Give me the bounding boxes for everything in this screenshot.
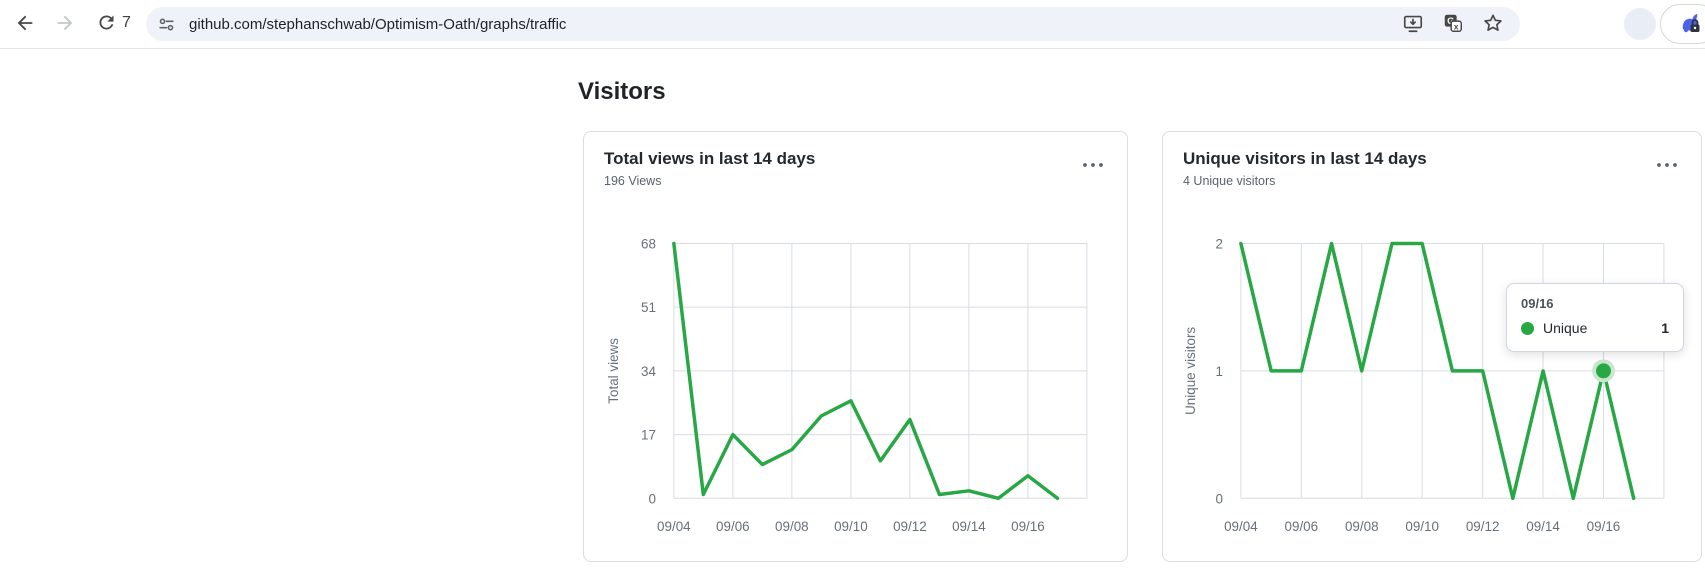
chart-tooltip: 09/16 Unique 1 xyxy=(1506,283,1684,352)
svg-text:09/16: 09/16 xyxy=(1587,519,1621,534)
reload-button[interactable] xyxy=(93,11,119,37)
svg-text:09/04: 09/04 xyxy=(657,519,691,534)
card-menu-button[interactable] xyxy=(1653,154,1681,172)
hovered-point-marker xyxy=(1592,359,1615,383)
forward-button[interactable] xyxy=(52,11,78,37)
bookmark-star-button[interactable] xyxy=(1480,11,1506,37)
card-title: Unique visitors in last 14 days xyxy=(1183,149,1427,168)
svg-text:2: 2 xyxy=(1216,236,1223,251)
svg-text:x: x xyxy=(1454,22,1459,31)
url-text[interactable]: github.com/stephanschwab/Optimism-Oath/g… xyxy=(189,15,567,33)
tooltip-date: 09/16 xyxy=(1521,296,1554,311)
url-bar[interactable]: github.com/stephanschwab/Optimism-Oath/g… xyxy=(146,7,1520,41)
svg-text:Unique visitors: Unique visitors xyxy=(1183,327,1198,415)
svg-text:09/08: 09/08 xyxy=(775,519,809,534)
kebab-horizontal-icon xyxy=(1656,156,1678,171)
kebab-horizontal-icon xyxy=(1082,156,1104,171)
install-app-icon xyxy=(1402,12,1424,37)
card-subtitle: 196 Views xyxy=(604,174,662,188)
svg-text:09/04: 09/04 xyxy=(1224,519,1258,534)
browser-toolbar: 7 github.com/stephanschwab/Optimism-Oath… xyxy=(0,0,1705,49)
svg-text:09/08: 09/08 xyxy=(1345,519,1379,534)
back-arrow-icon xyxy=(14,12,36,37)
svg-text:0: 0 xyxy=(1216,491,1223,506)
svg-text:09/14: 09/14 xyxy=(952,519,986,534)
svg-text:09/10: 09/10 xyxy=(834,519,868,534)
back-button[interactable] xyxy=(12,11,38,37)
unique-visitors-card: 0 1 2 09/04 09/06 09/08 09/10 09/12 09/14 09/16 Un… xyxy=(1162,131,1702,562)
total-views-chart[interactable]: 0 17 34 51 68 09/04 09/06 09/08 09/10 09/12 09/14 0… xyxy=(584,132,1127,561)
svg-text:09/06: 09/06 xyxy=(1285,519,1319,534)
bookmark-star-icon xyxy=(1482,12,1504,37)
card-menu-button[interactable] xyxy=(1079,154,1107,172)
card-title: Total views in last 14 days xyxy=(604,149,816,168)
forward-arrow-icon xyxy=(54,12,76,37)
svg-text:G: G xyxy=(1447,15,1454,25)
reload-icon xyxy=(96,12,117,36)
svg-text:09/16: 09/16 xyxy=(1011,519,1045,534)
svg-text:09/14: 09/14 xyxy=(1526,519,1560,534)
tooltip-series-label: Unique xyxy=(1543,320,1588,336)
svg-text:1: 1 xyxy=(1216,364,1223,379)
svg-text:51: 51 xyxy=(641,300,656,315)
page-title: Visitors xyxy=(578,78,666,105)
svg-text:09/10: 09/10 xyxy=(1405,519,1439,534)
card-subtitle: 4 Unique visitors xyxy=(1183,174,1276,188)
unique-visitors-chart[interactable]: 0 1 2 09/04 09/06 09/08 09/10 09/12 09/14 09/16 Un… xyxy=(1163,132,1701,561)
series-dot-icon xyxy=(1521,321,1534,335)
svg-text:09/06: 09/06 xyxy=(716,519,750,534)
toolbar-counter: 7 xyxy=(122,14,131,31)
install-app-button[interactable] xyxy=(1400,11,1426,37)
svg-text:34: 34 xyxy=(641,364,656,379)
translate-button[interactable]: G x xyxy=(1440,11,1466,37)
translate-icon: G x xyxy=(1442,12,1464,37)
svg-text:Total views: Total views xyxy=(606,338,621,404)
profile-avatar[interactable] xyxy=(1624,8,1656,40)
svg-text:0: 0 xyxy=(648,491,655,506)
svg-text:09/12: 09/12 xyxy=(1466,519,1500,534)
total-views-card: 0 17 34 51 68 09/04 09/06 09/08 09/10 09/12 09/14 0… xyxy=(583,131,1128,562)
vpn-extension-button[interactable] xyxy=(1660,4,1705,44)
site-settings-tune-icon[interactable] xyxy=(157,15,176,34)
svg-text:09/12: 09/12 xyxy=(893,519,927,534)
svg-text:68: 68 xyxy=(641,236,656,251)
tooltip-value: 1 xyxy=(1661,320,1669,336)
tooltip-row: Unique 1 xyxy=(1521,320,1669,336)
svg-text:17: 17 xyxy=(641,428,656,443)
rabbit-vpn-extension-icon xyxy=(1674,9,1704,40)
